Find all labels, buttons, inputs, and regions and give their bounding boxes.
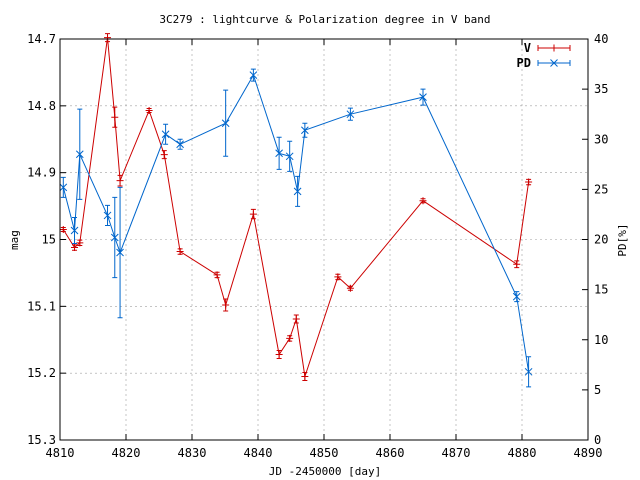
series-v-point bbox=[176, 248, 184, 256]
y2-tick-label: 40 bbox=[594, 32, 608, 46]
y2-tick-label: 10 bbox=[594, 333, 608, 347]
series-pd-point bbox=[524, 367, 533, 376]
x-tick-label: 4850 bbox=[310, 446, 339, 460]
y-tick-label: 15 bbox=[42, 233, 56, 247]
series-v-point bbox=[116, 177, 124, 185]
x-tick-label: 4870 bbox=[442, 446, 471, 460]
series-v-point bbox=[160, 151, 168, 159]
series-v-point bbox=[59, 225, 67, 233]
series-v-point bbox=[104, 34, 112, 42]
y2-tick-label: 20 bbox=[594, 233, 608, 247]
x-tick-label: 4890 bbox=[574, 446, 603, 460]
y-tick-label: 15.2 bbox=[27, 366, 56, 380]
y-tick-label: 14.7 bbox=[27, 32, 56, 46]
series-v-point bbox=[301, 373, 309, 381]
series-v-point bbox=[145, 107, 153, 115]
series-pd-point bbox=[116, 248, 124, 257]
y-tick-label: 15.3 bbox=[27, 433, 56, 447]
series-v bbox=[59, 33, 533, 382]
series-layer bbox=[59, 33, 533, 388]
legend-label-v: V bbox=[524, 41, 531, 55]
y2-tick-label: 0 bbox=[594, 433, 601, 447]
legend-errorbar-v bbox=[537, 45, 571, 51]
legend-marker-v bbox=[550, 44, 558, 52]
series-v-line bbox=[62, 37, 530, 377]
chart-title: 3C279 : lightcurve & Polarization degree… bbox=[159, 13, 490, 26]
series-v-point bbox=[419, 197, 427, 205]
series-v-point bbox=[222, 301, 230, 309]
grid bbox=[60, 39, 588, 440]
y2-axis-label: PD[%] bbox=[616, 223, 629, 256]
x-tick-label: 4820 bbox=[112, 446, 141, 460]
x-tick-label: 4880 bbox=[508, 446, 537, 460]
y-tick-label: 14.9 bbox=[27, 166, 56, 180]
x-tick-label: 4830 bbox=[178, 446, 207, 460]
legend-label-pd: PD bbox=[517, 56, 531, 70]
y2-tick-label: 25 bbox=[594, 182, 608, 196]
series-v-point bbox=[111, 113, 119, 121]
series-v-point bbox=[334, 273, 342, 281]
series-v-point bbox=[286, 334, 294, 342]
y2-tick-label: 5 bbox=[594, 383, 601, 397]
legend-marker-pd bbox=[550, 59, 558, 67]
series-pd-point bbox=[110, 233, 119, 242]
x-axis-label: JD -2450000 [day] bbox=[269, 465, 382, 478]
y2-tick-label: 30 bbox=[594, 132, 608, 146]
series-v-point bbox=[346, 284, 354, 292]
series-pd-point bbox=[419, 93, 427, 101]
series-pd-point bbox=[512, 292, 521, 301]
y2-tick-label: 15 bbox=[594, 283, 608, 297]
series-pd-point bbox=[301, 126, 309, 135]
series-v-point bbox=[292, 315, 300, 323]
y-axis-label: mag bbox=[8, 230, 21, 250]
series-pd-point bbox=[346, 110, 355, 119]
x-tick-label: 4840 bbox=[244, 446, 273, 460]
series-pd-point bbox=[75, 150, 84, 159]
x-tick-label: 4860 bbox=[376, 446, 405, 460]
series-v-point bbox=[71, 244, 79, 252]
series-pd-point bbox=[275, 149, 283, 158]
legend: VPD bbox=[517, 41, 571, 70]
series-v-point bbox=[213, 271, 221, 279]
series-pd-point bbox=[221, 119, 230, 128]
series-pd-point bbox=[59, 183, 68, 192]
series-pd-point bbox=[249, 71, 258, 79]
series-v-point bbox=[513, 260, 521, 268]
y-tick-label: 14.8 bbox=[27, 99, 56, 113]
series-v-point bbox=[249, 210, 257, 218]
y2-tick-label: 35 bbox=[594, 82, 608, 96]
series-pd-point bbox=[161, 130, 170, 139]
series-v-point bbox=[76, 239, 84, 247]
series-v-point bbox=[525, 178, 533, 186]
series-v-point bbox=[275, 350, 283, 358]
series-pd-point bbox=[103, 211, 112, 220]
series-pd-point bbox=[70, 226, 79, 235]
y-tick-label: 15.1 bbox=[27, 299, 56, 313]
series-pd-point bbox=[176, 140, 184, 149]
tick-layer: 4810 4820 4830 4840 4850 4860 4870 4880 4890 14.7… bbox=[27, 32, 608, 460]
legend-errorbar-pd bbox=[537, 60, 571, 66]
series-pd bbox=[59, 68, 533, 388]
series-pd-point bbox=[293, 187, 302, 196]
series-pd-point bbox=[285, 152, 294, 161]
series-pd-line bbox=[62, 73, 530, 372]
x-tick-label: 4810 bbox=[46, 446, 75, 460]
